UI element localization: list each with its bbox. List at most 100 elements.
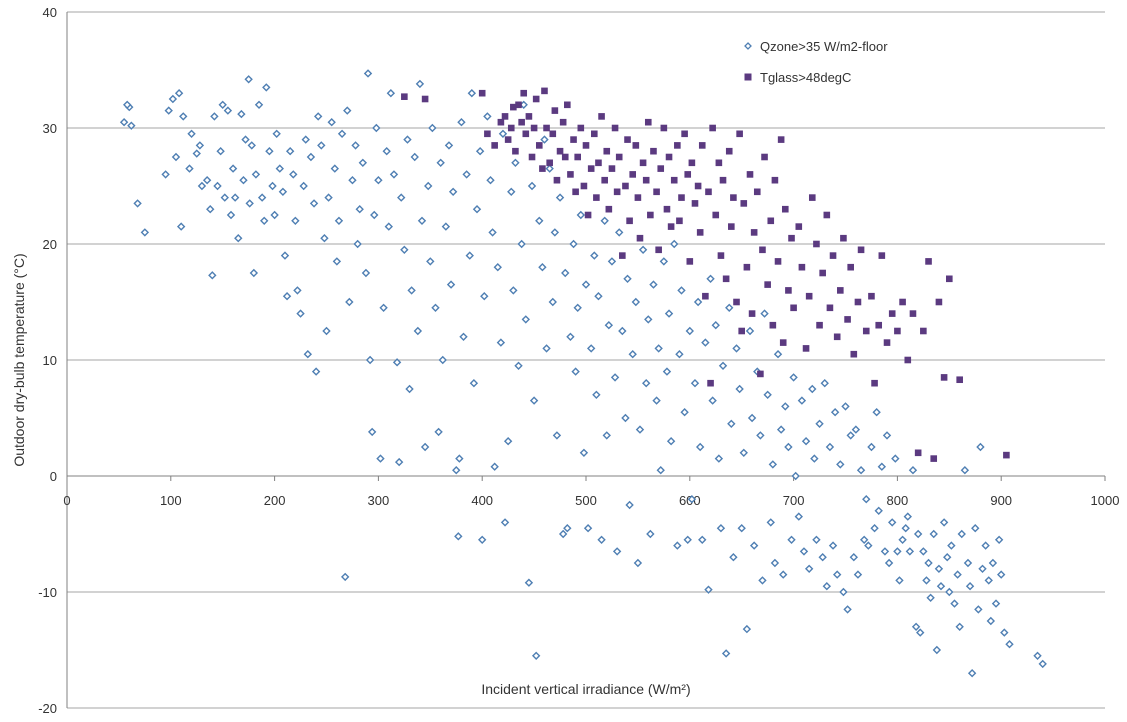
point-qzone-282	[880, 547, 890, 556]
point-tglass-69	[665, 153, 673, 161]
point-tglass-15	[525, 113, 533, 120]
point-qzone-14	[187, 129, 196, 138]
point-tglass-98	[740, 200, 748, 207]
point-qzone-244	[781, 402, 790, 411]
point-qzone-223	[727, 419, 736, 428]
point-tglass-26	[553, 176, 561, 184]
point-tglass-44	[601, 176, 608, 184]
point-tglass-62	[647, 211, 654, 219]
point-tglass-107	[764, 281, 771, 288]
point-tglass-16	[528, 153, 536, 161]
point-qzone-207	[685, 326, 694, 336]
point-qzone-204	[677, 286, 686, 295]
point-tglass-71	[670, 176, 678, 184]
point-tglass-7	[504, 136, 512, 143]
point-tglass-111	[774, 258, 782, 265]
point-qzone-295	[913, 529, 923, 539]
point-tglass-156	[1003, 451, 1010, 459]
x-tick-label-9: 900	[990, 493, 1012, 508]
point-qzone-183	[623, 274, 632, 283]
point-qzone-228	[739, 448, 748, 457]
point-tglass-67	[660, 124, 668, 132]
point-qzone-283	[882, 431, 892, 440]
point-qzone-23	[216, 147, 225, 156]
point-qzone-125	[472, 205, 482, 214]
point-qzone-180	[615, 228, 624, 237]
point-qzone-126	[475, 147, 485, 156]
point-tglass-75	[681, 130, 688, 138]
point-tglass-40	[591, 130, 598, 138]
point-qzone-284	[884, 558, 894, 568]
point-qzone-186	[631, 297, 641, 307]
point-tglass-153	[940, 374, 948, 381]
point-qzone-301	[929, 529, 938, 539]
point-tglass-85	[707, 379, 714, 387]
point-qzone-318	[974, 605, 983, 614]
point-qzone-0	[119, 118, 129, 127]
legend-label-tglass: Tglass>48degC	[760, 70, 851, 85]
point-qzone-227	[737, 524, 746, 533]
point-qzone-142	[517, 239, 526, 249]
point-tglass-118	[795, 223, 803, 230]
point-qzone-155	[550, 228, 560, 237]
point-qzone-151	[540, 135, 549, 144]
point-tglass-144	[894, 327, 901, 335]
point-qzone-48	[278, 187, 288, 196]
point-qzone-78	[355, 205, 364, 214]
point-tglass-33	[572, 188, 579, 196]
point-tglass-59	[639, 159, 647, 167]
point-tglass-65	[655, 246, 662, 254]
point-qzone-168	[583, 524, 593, 533]
point-tglass-76	[684, 171, 692, 178]
point-tglass-3	[484, 130, 491, 138]
point-tglass-117	[790, 304, 797, 312]
point-qzone-268	[843, 605, 852, 614]
point-tglass-24	[549, 130, 557, 138]
point-qzone-259	[820, 379, 829, 388]
point-qzone-276	[864, 541, 873, 550]
point-qzone-251	[799, 547, 809, 556]
point-tglass-57	[634, 194, 642, 201]
y-tick-label-0: -20	[38, 701, 57, 716]
point-qzone-73	[343, 106, 352, 115]
point-qzone-110	[436, 158, 445, 167]
point-qzone-109	[434, 427, 443, 437]
point-tglass-150	[925, 258, 932, 265]
point-qzone-74	[345, 297, 354, 307]
point-tglass-50	[615, 153, 623, 161]
point-qzone-300	[926, 593, 935, 602]
point-tglass-151	[930, 455, 938, 462]
point-qzone-254	[808, 384, 817, 394]
point-tglass-56	[632, 142, 640, 149]
point-qzone-167	[581, 280, 591, 289]
point-qzone-46	[272, 129, 281, 138]
point-qzone-40	[257, 193, 267, 202]
point-qzone-127	[478, 535, 487, 544]
point-qzone-18	[202, 176, 212, 185]
point-tglass-122	[808, 194, 816, 201]
point-qzone-229	[742, 624, 752, 634]
point-tglass-4	[491, 142, 498, 149]
point-qzone-47	[275, 164, 284, 173]
point-qzone-50	[282, 292, 292, 301]
point-qzone-116	[452, 466, 461, 475]
point-qzone-236	[760, 309, 769, 318]
point-qzone-150	[538, 263, 547, 272]
point-qzone-130	[486, 176, 495, 185]
point-qzone-291	[903, 512, 912, 521]
point-qzone-162	[569, 239, 578, 249]
point-tglass-104	[757, 370, 764, 378]
point-tglass-133	[847, 263, 854, 271]
point-qzone-99	[407, 286, 416, 295]
point-qzone-261	[825, 442, 835, 452]
point-tglass-88	[715, 159, 723, 167]
point-tglass-41	[593, 194, 600, 201]
point-qzone-237	[763, 390, 772, 399]
point-qzone-32	[239, 176, 248, 185]
point-qzone-240	[770, 558, 780, 568]
point-tglass-146	[904, 356, 912, 364]
point-tglass-154	[946, 275, 953, 283]
point-qzone-272	[853, 570, 863, 579]
point-qzone-194	[652, 396, 661, 405]
point-qzone-325	[991, 599, 1001, 608]
